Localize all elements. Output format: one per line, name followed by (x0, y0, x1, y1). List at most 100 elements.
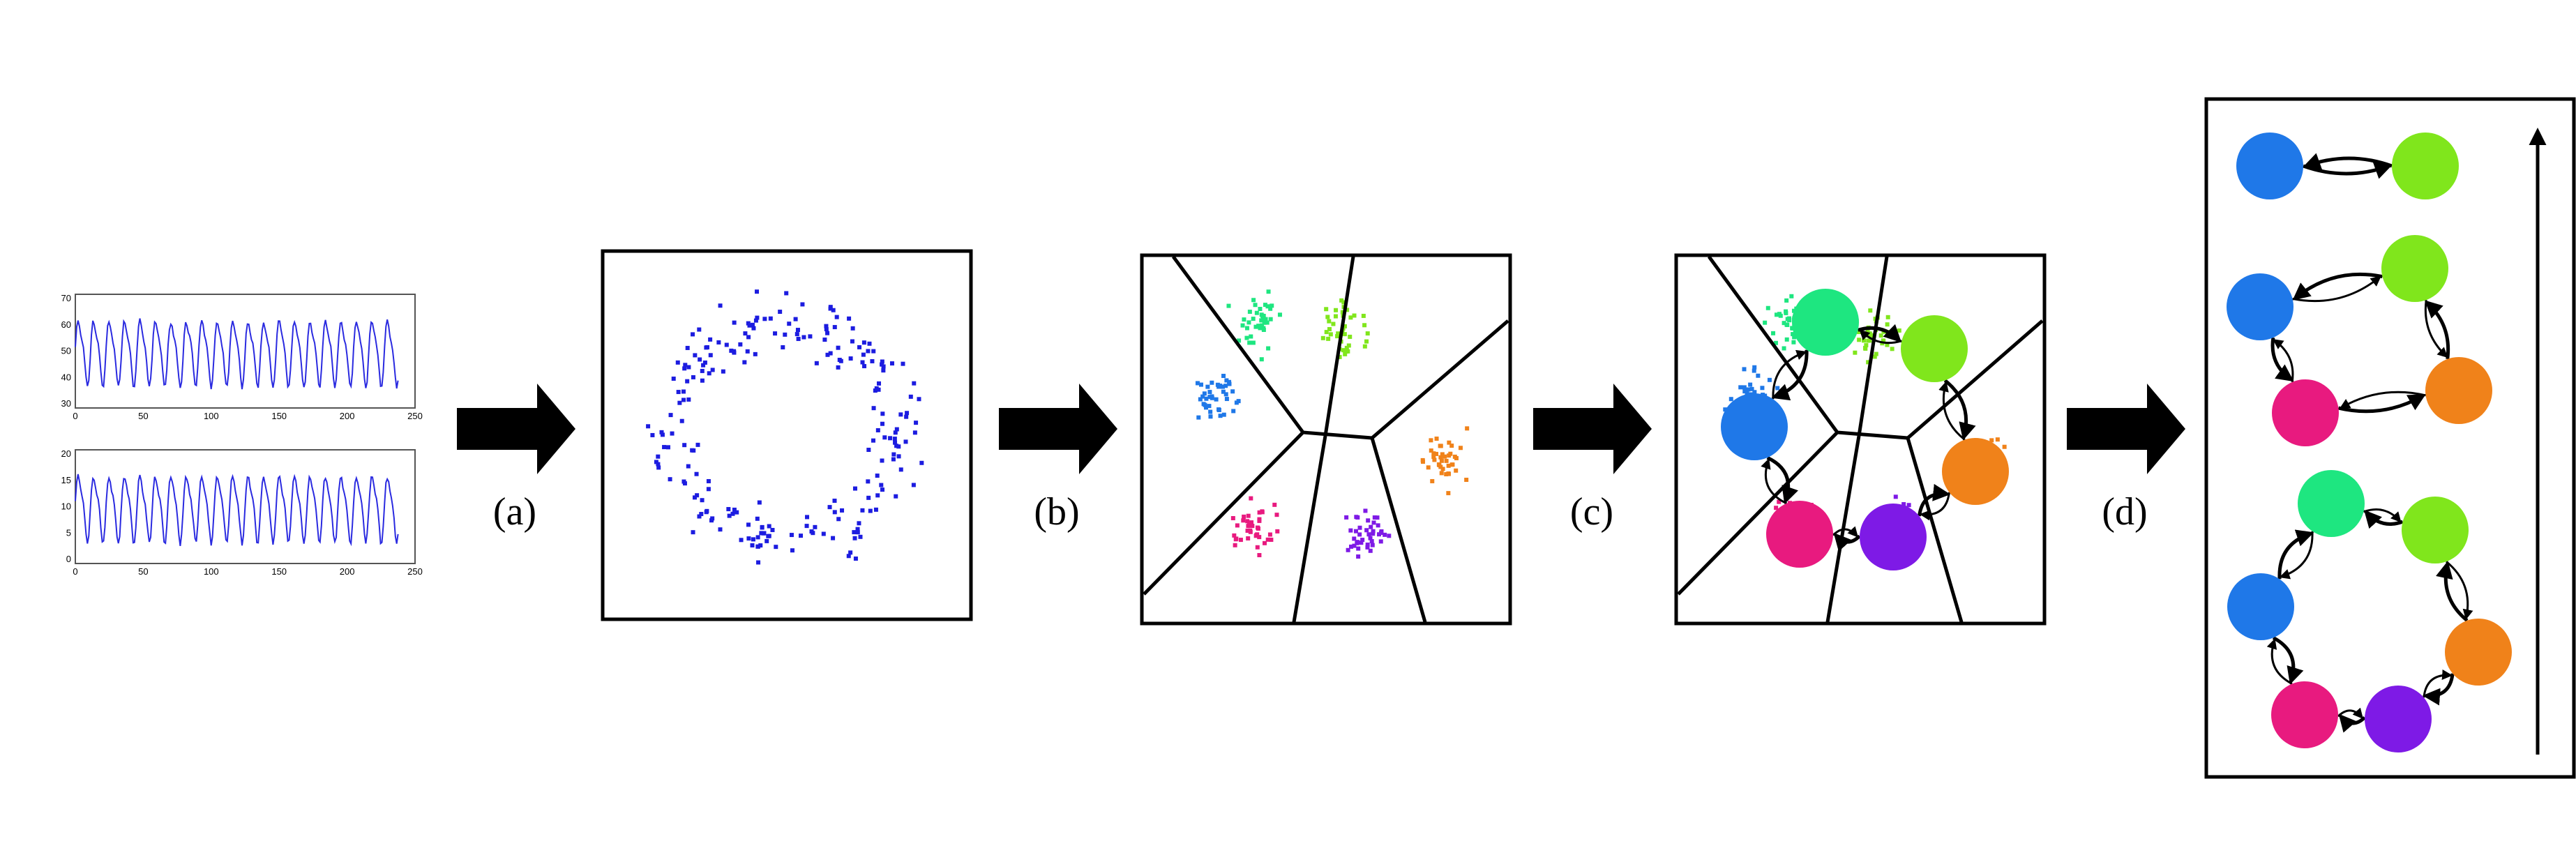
scatter-point (700, 368, 705, 373)
scatter-point (778, 310, 783, 315)
cluster-point-blue (1231, 409, 1236, 414)
scatter-point (646, 424, 651, 429)
cluster-point-green (1268, 317, 1273, 321)
cluster-point-blue (1208, 409, 1213, 414)
scatter-point (834, 315, 839, 319)
cluster-point-green (1782, 321, 1786, 326)
cluster-point-lime (1872, 354, 1877, 359)
cluster-point-lime (1341, 300, 1346, 305)
x-tick-label: 150 (271, 411, 287, 421)
scatter-point (718, 527, 723, 532)
x-tick-label: 250 (407, 566, 423, 577)
cluster-point-green (1256, 324, 1261, 328)
cluster-point-lime (1864, 343, 1869, 348)
scatter-point (828, 351, 833, 356)
y-tick-label: 5 (66, 527, 71, 538)
cluster-point-blue (1202, 391, 1207, 396)
y-tick-label: 20 (61, 448, 71, 459)
scatter-point (710, 368, 715, 372)
cluster-point-orange (1989, 438, 1994, 443)
step-label-d: (d) (2102, 490, 2147, 534)
cluster-point-purple (1371, 529, 1376, 534)
cluster-point-purple (1355, 515, 1360, 520)
scatter-point (871, 438, 875, 443)
cluster-point-lime (1343, 349, 1348, 354)
scatter-point (750, 322, 755, 327)
scatter-point (905, 411, 910, 416)
scatter-point (866, 479, 871, 484)
scatter-point (764, 538, 769, 543)
cluster-point-orange (1439, 458, 1444, 463)
cluster-point-magenta (1233, 543, 1237, 547)
cluster-point-blue (1728, 397, 1733, 402)
scatter-point (850, 339, 854, 344)
scatter-point (774, 545, 778, 550)
scatter-point (827, 505, 832, 510)
state-node-magenta (1766, 501, 1833, 568)
cluster-point-purple (1371, 531, 1376, 536)
cluster-point-blue (1198, 382, 1203, 387)
scatter-point (702, 360, 707, 365)
scatter-point (747, 323, 752, 328)
cluster-point-green (1261, 327, 1266, 332)
scatter-point (848, 550, 853, 555)
cluster-point-green (1782, 346, 1786, 351)
cluster-point-blue (1752, 390, 1757, 395)
cluster-point-green (1790, 326, 1795, 331)
scatter-point (846, 554, 851, 559)
cluster-point-lime (1331, 321, 1336, 326)
cluster-point-magenta (1232, 533, 1237, 538)
cluster-point-orange (1432, 457, 1437, 462)
scatter-point (832, 499, 837, 504)
cluster-point-orange (1444, 458, 1449, 463)
scatter-point (677, 400, 682, 405)
cluster-point-green (1773, 340, 1778, 345)
scatter-point (875, 493, 880, 498)
cluster-point-lime (1885, 322, 1890, 327)
cluster-point-lime (1897, 328, 1901, 333)
scatter-point (743, 331, 748, 336)
scatter-point (898, 412, 903, 417)
embedding-scatter-panel (601, 249, 973, 621)
state-node-blue (2227, 273, 2293, 340)
transition-edge (1766, 455, 1799, 504)
scatter-point (685, 345, 690, 350)
cluster-point-magenta (1250, 524, 1255, 529)
cluster-point-green (1784, 310, 1788, 315)
cluster-point-green (1265, 320, 1270, 325)
scatter-point (766, 534, 771, 538)
scatter-point (881, 368, 886, 373)
cluster-point-blue (1217, 407, 1221, 412)
scatter-point (891, 457, 896, 462)
scatter-point (836, 365, 841, 370)
cluster-point-green (1268, 306, 1273, 311)
cluster-point-lime (1365, 331, 1370, 336)
cluster-point-blue (1742, 385, 1747, 390)
cluster-point-blue (1224, 378, 1229, 383)
scatter-point (855, 530, 860, 535)
cluster-point-lime (1324, 330, 1329, 335)
scatter-point (836, 517, 841, 522)
cluster-point-lime (1328, 332, 1333, 337)
scatter-point (804, 524, 809, 529)
scatter-point (832, 510, 837, 515)
cluster-point-blue (1223, 384, 1228, 388)
scatter-point (706, 478, 711, 483)
scatter-point (746, 335, 751, 340)
cluster-point-blue (1195, 381, 1200, 386)
cluster-point-blue (1775, 386, 1780, 391)
scatter-point (894, 444, 899, 448)
cluster-point-purple (1368, 548, 1373, 553)
scatter-point (871, 349, 876, 354)
scatter-point (729, 348, 734, 353)
state-node-blue (1721, 393, 1788, 460)
cluster-point-orange (1454, 455, 1459, 460)
cluster-point-blue (1221, 373, 1226, 378)
scatter-point (847, 316, 852, 321)
right-arrow-icon (2067, 384, 2185, 474)
cluster-point-green (1261, 314, 1266, 319)
cluster-point-magenta (1245, 528, 1250, 533)
state-node-orange (2425, 357, 2492, 424)
transition-edge (2337, 394, 2426, 414)
cluster-point-purple (1365, 543, 1370, 547)
